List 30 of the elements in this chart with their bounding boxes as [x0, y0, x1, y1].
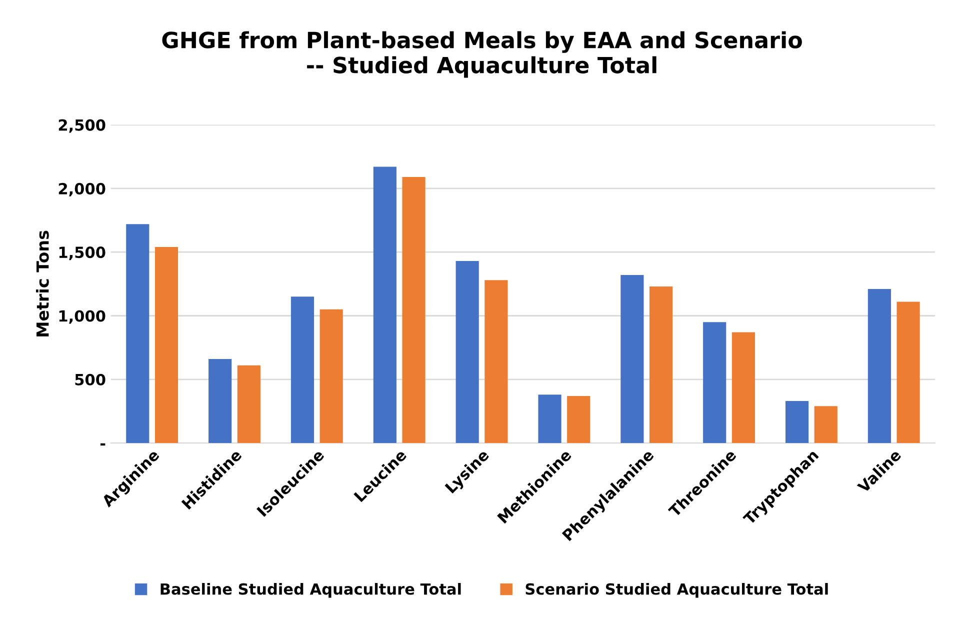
bar	[456, 261, 479, 444]
bar	[785, 401, 809, 444]
bar	[896, 302, 920, 444]
chart-title: GHGE from Plant-based Meals by EAA and Scenario -- Studied Aquaculture Total	[162, 31, 802, 78]
bar	[538, 394, 562, 444]
bar	[814, 406, 838, 444]
y-tick-label: 2,000	[58, 182, 106, 196]
bar	[732, 332, 755, 444]
bar	[620, 275, 644, 444]
y-tick-label: 2,500	[58, 119, 106, 133]
bar	[208, 359, 232, 444]
bar	[373, 166, 396, 444]
bar	[868, 289, 891, 444]
legend-label: Baseline Studied Aquaculture Total	[160, 582, 461, 598]
bar	[484, 280, 508, 444]
legend-label: Scenario Studied Aquaculture Total	[526, 582, 828, 598]
y-tick-label: -	[100, 443, 106, 446]
bar	[402, 176, 426, 444]
y-tick-label: 1,000	[59, 310, 106, 324]
bar	[154, 247, 178, 444]
bar	[237, 365, 260, 444]
bar	[320, 309, 343, 444]
y-tick-label: 500	[75, 374, 106, 386]
y-axis-title: Metric Tons	[36, 230, 49, 336]
bar	[567, 396, 590, 444]
bar	[703, 322, 726, 444]
bar	[126, 224, 150, 444]
y-tick-label: 1,500	[59, 246, 106, 260]
bar	[649, 286, 673, 444]
bar	[290, 296, 314, 444]
